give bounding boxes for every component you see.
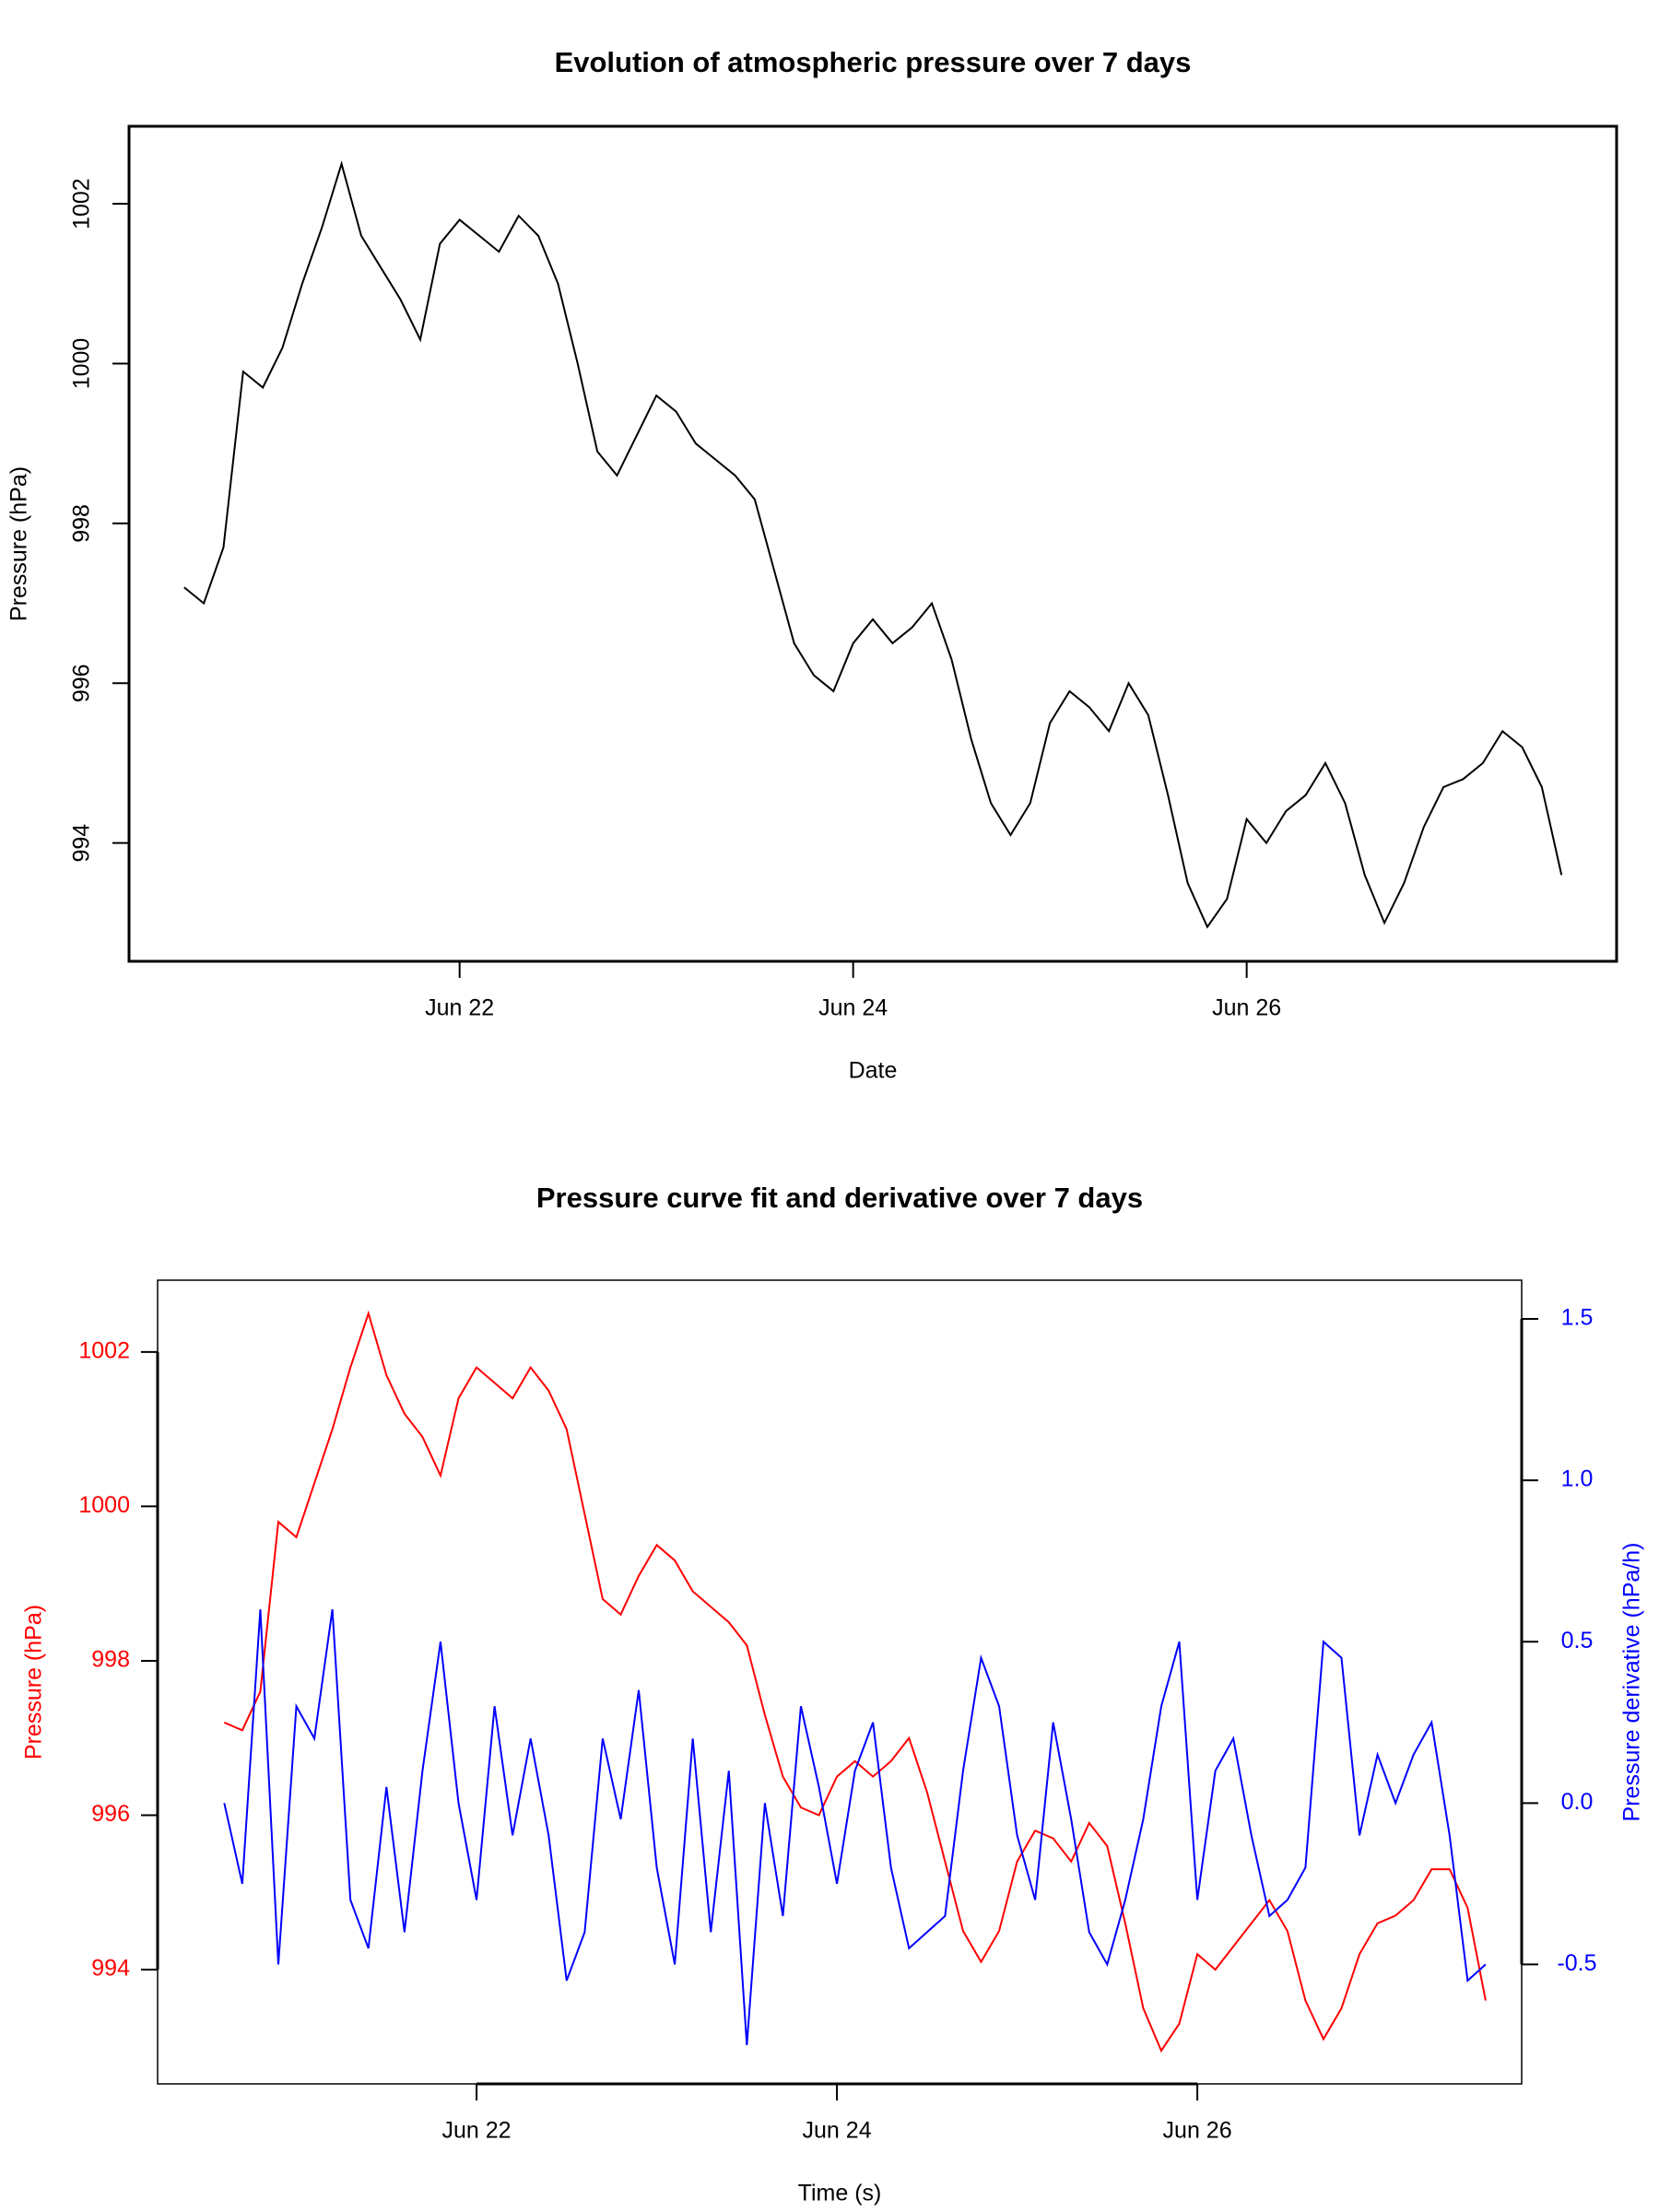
y-tick-label: 1002: [78, 1338, 130, 1364]
y2-tick-label: 1.5: [1561, 1305, 1594, 1331]
y2-tick-label: 0.5: [1561, 1628, 1594, 1653]
y2-tick-label: 1.0: [1561, 1466, 1594, 1492]
x-axis-label: Time (s): [798, 2181, 882, 2206]
y2-tick-label: 0.0: [1561, 1789, 1594, 1815]
x-tick-label: Jun 24: [803, 2118, 872, 2144]
y-tick-label: 996: [91, 1801, 130, 1827]
plot-frame: [127, 124, 1618, 963]
y-tick-label: 1000: [69, 338, 95, 390]
y-axis-label: Pressure (hPa): [21, 1605, 47, 1759]
y-axis-label: Pressure (hPa): [6, 466, 32, 621]
y-tick-label: 994: [91, 1956, 130, 1982]
y-tick-label: 998: [69, 504, 95, 543]
data-line: [183, 160, 1563, 929]
chart-title: Pressure curve fit and derivative over 7…: [536, 1182, 1143, 1214]
x-axis-label: Date: [849, 1058, 898, 1084]
plot-frame: [157, 1279, 1523, 2085]
x-tick-label: Jun 22: [442, 2118, 512, 2144]
x-tick-label: Jun 26: [1212, 995, 1281, 1021]
y-tick-label: 994: [69, 824, 95, 863]
y2-axis-label: Pressure derivative (hPa/h): [1619, 1543, 1645, 1822]
x-tick-label: Jun 26: [1163, 2118, 1232, 2144]
y-tick-label: 996: [69, 664, 95, 702]
y2-tick-label: -0.5: [1557, 1950, 1596, 1976]
data-line: [223, 1609, 1487, 2046]
x-tick-label: Jun 22: [425, 995, 494, 1021]
y-tick-label: 1000: [78, 1492, 130, 1518]
chart-title: Evolution of atmospheric pressure over 7…: [555, 46, 1192, 78]
x-tick-label: Jun 24: [818, 995, 888, 1021]
data-line: [223, 1310, 1487, 2053]
y-tick-label: 1002: [69, 178, 95, 229]
y-tick-label: 998: [91, 1647, 130, 1673]
